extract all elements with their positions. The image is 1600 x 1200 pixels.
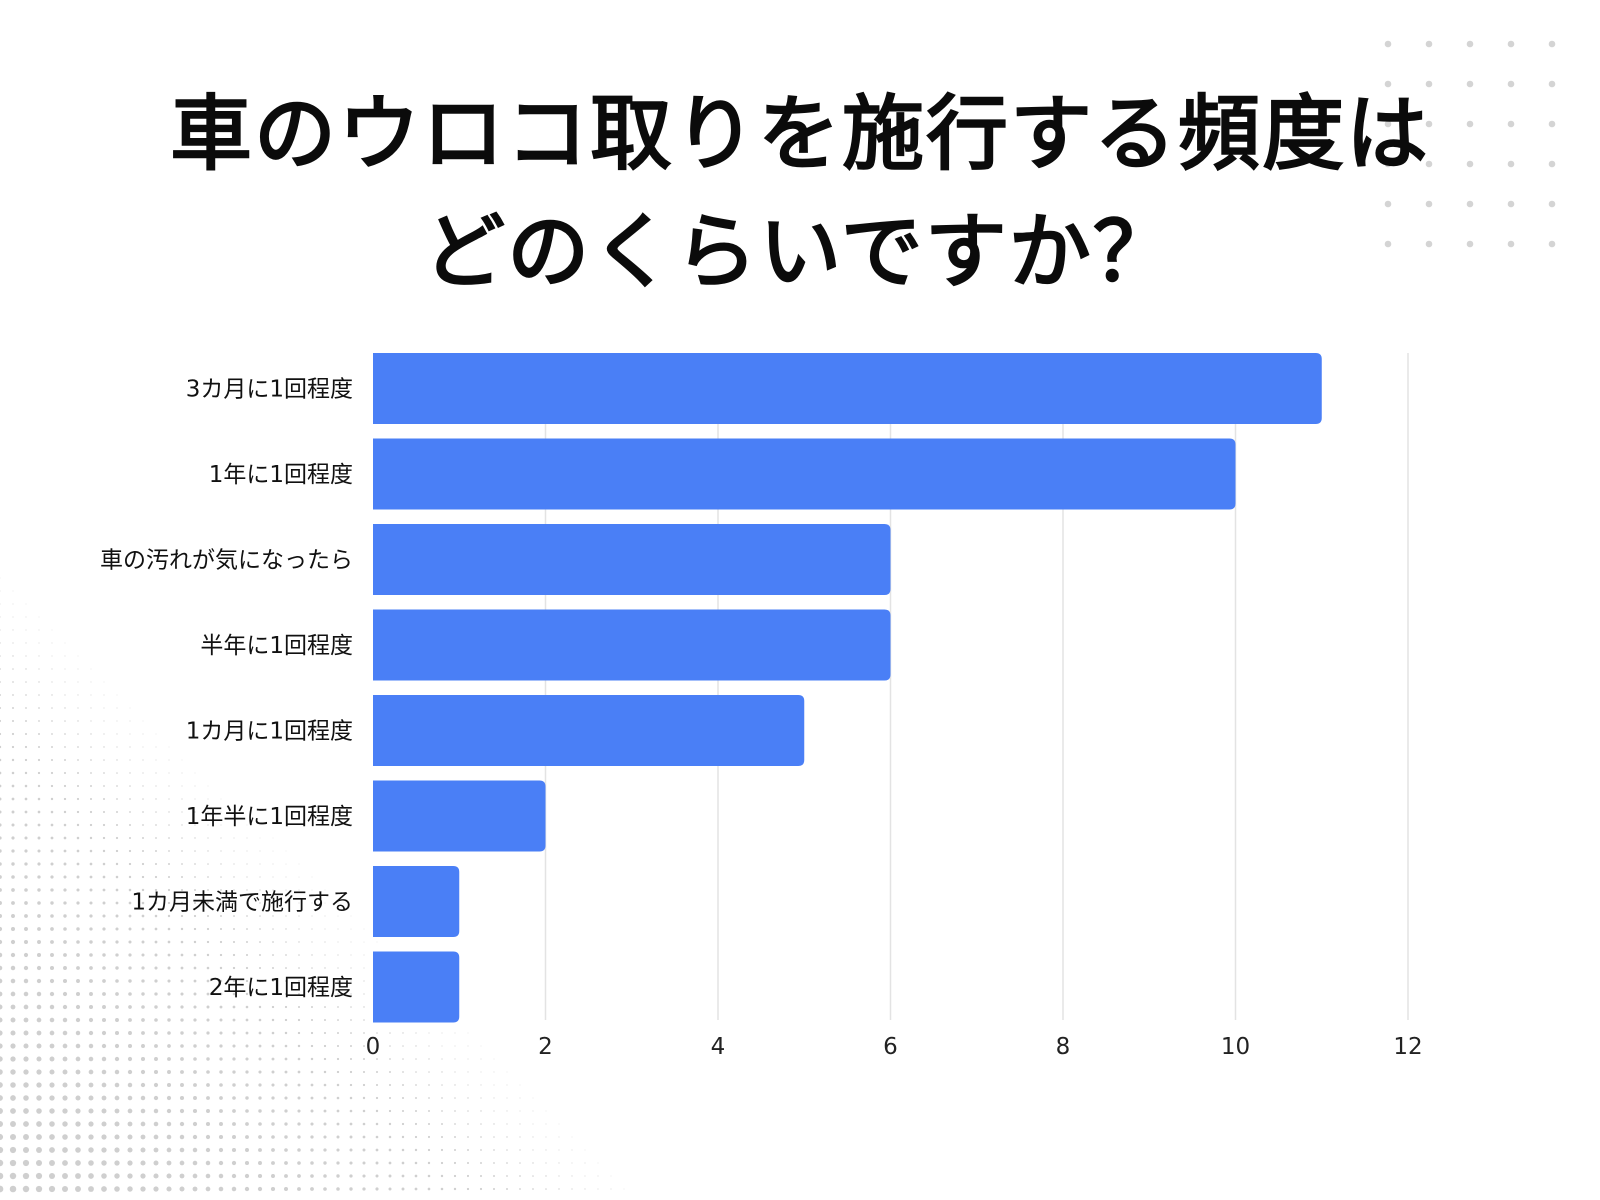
x-tick-label: 6 (883, 1034, 898, 1060)
dot-grid-dot (1425, 80, 1433, 88)
bar (373, 438, 1236, 510)
x-tick-label: 0 (366, 1034, 381, 1060)
dot-grid-dot (1384, 40, 1392, 48)
dot-grid-dot (1425, 160, 1433, 168)
category-label: 1年に1回程度 (209, 462, 353, 488)
dot-grid-dot (1548, 160, 1556, 168)
bar (373, 609, 891, 681)
bar-group: 半年に1回程度 (200, 609, 891, 681)
category-label: 1年半に1回程度 (186, 804, 353, 830)
dot-grid-dot (1425, 240, 1433, 248)
dot-grid-dot (1507, 80, 1515, 88)
dot-grid-dot (1425, 120, 1433, 128)
dot-grid-dot (1507, 240, 1515, 248)
category-label: 3カ月に1回程度 (186, 377, 353, 403)
x-tick-label: 4 (711, 1034, 726, 1060)
x-tick-label: 2 (538, 1034, 553, 1060)
category-label: 1カ月未満で施行する (131, 890, 353, 916)
dot-grid-dot (1466, 160, 1474, 168)
dot-grid-dot (1425, 200, 1433, 208)
x-tick-label: 8 (1056, 1034, 1071, 1060)
bar (373, 866, 460, 937)
decorative-dot-grid (1384, 40, 1556, 248)
bar (373, 951, 460, 1023)
bar (373, 353, 1322, 424)
bar-group: 車の汚れが気になったら (100, 524, 891, 595)
chart-title-line-1: 車のウロコ取りを施行する頻度は (169, 87, 1430, 182)
bar-group: 1カ月未満で施行する (131, 866, 460, 937)
chart-title-line-2: どのくらいですか？ (423, 205, 1177, 300)
dot-grid-dot (1425, 40, 1433, 48)
x-tick-label: 10 (1221, 1034, 1250, 1060)
bar-group: 1年半に1回程度 (186, 780, 546, 852)
bar-group: 1カ月に1回程度 (186, 695, 805, 766)
dot-grid-dot (1466, 120, 1474, 128)
dot-grid-dot (1384, 240, 1392, 248)
dot-grid-dot (1466, 80, 1474, 88)
dot-grid-dot (1548, 200, 1556, 208)
category-label: 車の汚れが気になったら (100, 548, 353, 574)
dot-grid-dot (1466, 40, 1474, 48)
dot-grid-dot (1384, 200, 1392, 208)
bar-group: 1年に1回程度 (209, 438, 1236, 510)
x-tick-label: 12 (1393, 1034, 1422, 1060)
dot-grid-dot (1466, 240, 1474, 248)
dot-grid-dot (1507, 120, 1515, 128)
category-label: 2年に1回程度 (209, 975, 353, 1001)
dot-grid-dot (1548, 80, 1556, 88)
bar-group: 3カ月に1回程度 (186, 353, 1322, 424)
category-label: 半年に1回程度 (200, 633, 353, 659)
dot-grid-dot (1548, 240, 1556, 248)
dot-grid-dot (1466, 200, 1474, 208)
dot-grid-dot (1507, 200, 1515, 208)
bar (373, 695, 805, 766)
dot-grid-dot (1548, 40, 1556, 48)
dot-grid-dot (1507, 160, 1515, 168)
dot-grid-dot (1384, 160, 1392, 168)
category-label: 1カ月に1回程度 (186, 719, 353, 745)
bar (373, 780, 546, 852)
bar (373, 524, 891, 595)
dot-grid-dot (1384, 80, 1392, 88)
bar-group: 2年に1回程度 (209, 951, 460, 1023)
dot-grid-dot (1507, 40, 1515, 48)
dot-grid-dot (1384, 120, 1392, 128)
chart-title: 車のウロコ取りを施行する頻度は どのくらいですか？ (0, 76, 1600, 312)
dot-grid-dot (1548, 120, 1556, 128)
